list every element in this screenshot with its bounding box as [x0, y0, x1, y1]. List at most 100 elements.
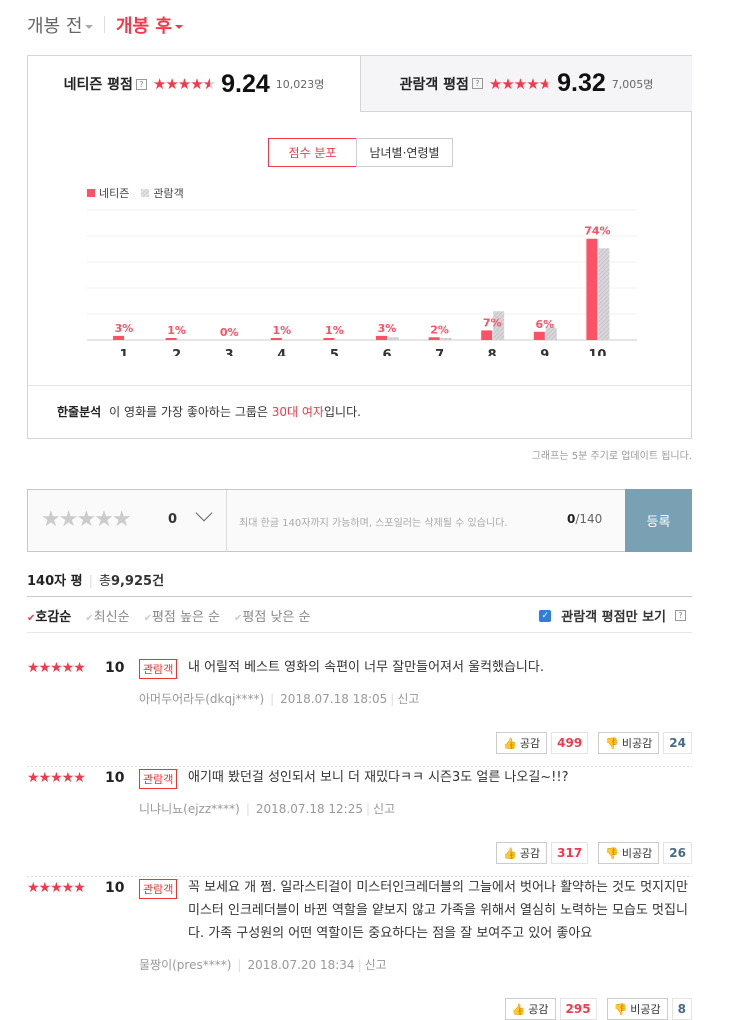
- tick-label: 2: [172, 348, 181, 356]
- caret-down-icon: [174, 25, 183, 29]
- help-icon[interactable]: ?: [471, 78, 483, 89]
- checkbox-checked-icon[interactable]: ✓: [539, 609, 552, 622]
- tab-after-release[interactable]: 개봉 후: [116, 12, 183, 38]
- help-icon[interactable]: ?: [135, 78, 147, 90]
- tick-label: 10: [588, 348, 606, 356]
- data-label: 0%: [220, 326, 239, 339]
- dislike-count: 24: [663, 732, 692, 754]
- report-link[interactable]: 신고: [397, 692, 420, 706]
- caret-down-icon: [85, 25, 94, 29]
- like-count: 295: [559, 998, 597, 1020]
- star-rating-selector[interactable]: ★★★★★: [41, 507, 132, 532]
- audience-badge: 관람객: [139, 879, 178, 899]
- review-text: 내 어릴적 베스트 영화의 속편이 너무 잘만들어져서 울컥했습니다.: [188, 660, 544, 675]
- sort-option[interactable]: ✔호감순: [27, 610, 72, 625]
- dislike-count: 26: [663, 842, 692, 864]
- tick-label: 7: [435, 348, 444, 356]
- submit-button[interactable]: 등록: [625, 489, 692, 552]
- rating-stars: ★★★★★: [27, 880, 86, 896]
- score-chart: 3% 1 1% 2 0% 3 1% 4 1% 5 3% 6 2% 7 7% 8 6% 9 74% 10: [87, 209, 637, 356]
- help-icon[interactable]: ?: [675, 610, 686, 621]
- tick-label: 5: [330, 348, 339, 356]
- thumbs-down-icon: 👎: [605, 846, 619, 860]
- check-icon: ✔: [85, 613, 94, 624]
- chevron-down-icon[interactable]: [195, 504, 213, 522]
- tick-label: 3: [225, 348, 234, 356]
- list-header: 140자 평 | 총9,925건: [27, 574, 165, 589]
- tick-label: 4: [277, 348, 286, 356]
- sort-options: ✔호감순 ✔최신순 ✔평점 높은 순 ✔평점 낮은 순: [27, 606, 311, 625]
- thumbs-up-icon: 👍: [511, 1002, 526, 1016]
- dislike-count: 8: [671, 998, 692, 1020]
- bar-audience: [545, 327, 557, 340]
- check-icon: ✔: [27, 613, 36, 624]
- update-note: 그래프는 5분 주기로 업데이트 됩니다.: [531, 451, 692, 462]
- thumbs-down-icon: 👎: [605, 736, 619, 750]
- dislike-button[interactable]: 👎 비공감: [598, 732, 660, 754]
- bar-netizen: [165, 338, 177, 340]
- bar-audience: [440, 338, 452, 340]
- dislike-button[interactable]: 👎 비공감: [598, 842, 660, 864]
- review-date: 2018.07.20 18:34: [247, 958, 355, 972]
- data-label: 1%: [272, 324, 291, 337]
- tab-netizen-score[interactable]: 네티즌 평점? ★★★★★ 9.24 10,023명: [63, 69, 325, 98]
- gender-age-button[interactable]: 남녀별·연령별: [356, 138, 453, 167]
- review-author[interactable]: 물짱이(pres****): [139, 958, 232, 972]
- report-link[interactable]: 신고: [373, 802, 396, 816]
- tab-before-release[interactable]: 개봉 전: [27, 12, 94, 38]
- bar-netizen: [586, 238, 598, 340]
- report-link[interactable]: 신고: [364, 958, 387, 972]
- bar-netizen: [481, 330, 493, 340]
- legend-swatch-audience: [141, 189, 150, 197]
- thumbs-down-icon: 👎: [613, 1002, 628, 1016]
- data-label: 7%: [483, 316, 502, 329]
- like-count: 317: [551, 842, 589, 864]
- audience-badge: 관람객: [139, 769, 178, 789]
- review-textarea[interactable]: 최대 한글 140자까지 가능하며, 스포일러는 삭제될 수 있습니다. 0/1…: [226, 490, 626, 551]
- tab-audience-score[interactable]: 관람객 평점? ★★★★★ 9.32 7,005명: [360, 56, 692, 112]
- audience-badge: 관람객: [139, 659, 178, 679]
- data-label: 3%: [378, 322, 397, 335]
- divider: [104, 16, 105, 33]
- bar-netizen: [113, 335, 124, 340]
- like-button[interactable]: 👍 공감: [504, 998, 556, 1020]
- review-date: 2018.07.18 12:25: [255, 802, 363, 816]
- audience-only-filter[interactable]: ✓ 관람객 평점만 보기?: [539, 606, 692, 625]
- review-author[interactable]: 니냐니뇨(ejzz****): [139, 802, 240, 816]
- bar-netizen: [428, 337, 440, 340]
- sort-option[interactable]: ✔평점 높은 순: [143, 610, 221, 625]
- rating-stars: ★★★★★: [27, 770, 86, 786]
- data-label: 1%: [167, 324, 186, 337]
- like-button[interactable]: 👍 공감: [496, 732, 548, 754]
- bar-netizen: [376, 335, 387, 340]
- tick-label: 8: [488, 348, 497, 356]
- divider: [27, 876, 692, 877]
- data-label: 2%: [430, 323, 449, 336]
- dislike-button[interactable]: 👎 비공감: [606, 998, 668, 1020]
- score-panel: 네티즌 평점? ★★★★★ 9.24 10,023명 관람객 평점? ★★★★★ …: [27, 55, 692, 439]
- review-text: 꼭 보세요 개 쩜. 일라스티걸이 미스터인크레더블의 그늘에서 벗어나 활약하…: [188, 880, 688, 941]
- tick-label: 1: [119, 348, 128, 356]
- review-input-box: ★★★★★ 0 최대 한글 140자까지 가능하며, 스포일러는 삭제될 수 있…: [27, 489, 692, 552]
- chart-legend: 네티즌 관람객: [87, 185, 184, 201]
- like-button[interactable]: 👍 공감: [496, 842, 548, 864]
- bar-netizen: [270, 338, 282, 340]
- sort-option[interactable]: ✔평점 낮은 순: [234, 610, 311, 625]
- selected-score: 0: [168, 512, 178, 527]
- bar-netizen: [533, 331, 545, 340]
- bar-audience: [598, 248, 610, 340]
- rating-stars: ★★★★★: [488, 74, 552, 93]
- legend-swatch-netizen: [87, 189, 95, 197]
- rating-stars: ★★★★★: [27, 660, 86, 676]
- sort-option[interactable]: ✔최신순: [85, 610, 130, 625]
- review-date: 2018.07.18 18:05: [280, 692, 388, 706]
- bar-audience: [493, 311, 505, 340]
- data-label: 1%: [325, 324, 344, 337]
- data-label: 6%: [535, 318, 554, 331]
- review-author[interactable]: 아머두어라두(dkqj****): [139, 692, 265, 706]
- like-count: 499: [551, 732, 589, 754]
- review-text: 애기때 봤던걸 성인되서 보니 더 재밌다ㅋㅋ 시즌3도 얼른 나오길~!!?: [188, 770, 569, 785]
- rating-stars: ★★★★★: [152, 75, 216, 93]
- thumbs-up-icon: 👍: [503, 736, 517, 750]
- data-label: 74%: [584, 225, 610, 238]
